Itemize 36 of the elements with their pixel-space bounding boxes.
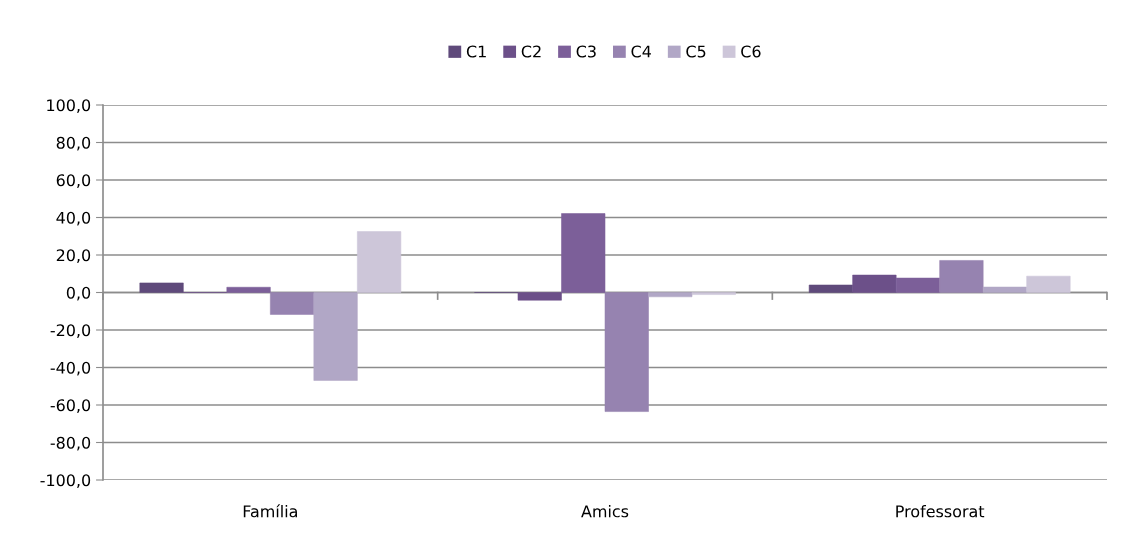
y-tick-label: 40,0 <box>56 211 91 226</box>
legend-label: C4 <box>631 45 651 58</box>
y-tick-label: -40,0 <box>50 361 91 376</box>
bar <box>1026 275 1071 293</box>
bar <box>139 282 184 293</box>
y-tick-label: 80,0 <box>56 136 91 151</box>
y-tick-label: 20,0 <box>56 249 91 263</box>
legend-label: C2 <box>521 45 541 58</box>
bar <box>357 231 402 293</box>
legend-label: C3 <box>576 45 596 58</box>
bar <box>982 286 1027 293</box>
y-tick-label: -20,0 <box>50 324 91 338</box>
bar <box>313 292 358 381</box>
legend-label: C5 <box>686 45 706 58</box>
y-tick-label: 60,0 <box>56 174 91 188</box>
bar <box>561 213 606 293</box>
bar <box>604 292 649 412</box>
bar <box>270 292 315 315</box>
bar <box>808 284 853 293</box>
x-tick-label: Professorat <box>896 505 985 518</box>
bar <box>939 260 984 293</box>
legend-label: C1 <box>466 45 486 58</box>
bar <box>852 274 897 293</box>
x-tick-label: Amics <box>581 505 629 518</box>
y-tick-label: -100,0 <box>40 474 91 488</box>
bar <box>648 292 693 298</box>
bar <box>517 292 562 301</box>
y-tick-label: 100,0 <box>47 99 91 113</box>
x-tick-label: Família <box>243 504 297 518</box>
legend-label: C6 <box>741 45 761 58</box>
bar <box>691 292 736 295</box>
y-tick-label: 0,0 <box>66 286 91 301</box>
y-tick-label: -80,0 <box>50 436 91 451</box>
bar <box>226 286 271 293</box>
y-tick-label: -60,0 <box>50 399 91 413</box>
bar <box>895 277 940 293</box>
